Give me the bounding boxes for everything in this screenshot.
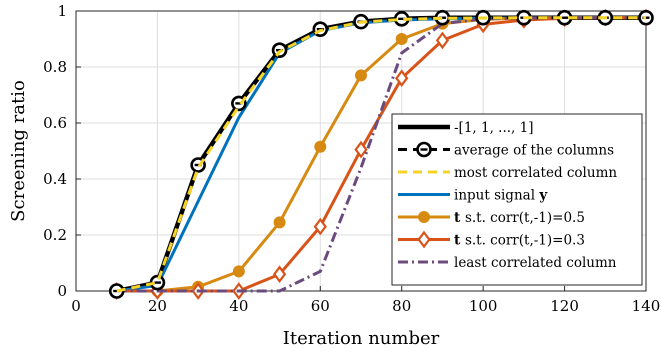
x-tick-label: 140 [632,297,661,315]
marker-diamond [435,31,450,50]
legend-entry-0: -[1, 1, ..., 1] [398,120,533,136]
y-tick-label: 0.4 [43,170,67,188]
marker-diamond [354,140,368,159]
marker-dot [273,216,286,229]
legend-label: input signal y [454,188,548,204]
y-axis-label: Screening ratio [8,80,29,222]
legend-entry-5: t s.t. corr(t,-1)=0.3 [398,230,585,249]
axis-ticks: 0 20 40 60 80 100 120 140 0 0.2 0.4 0.6 0.8 1 [43,2,660,315]
series-layer [108,8,654,300]
legend-label: average of the columns [454,143,614,159]
legend-label: t s.t. corr(t,-1)=0.5 [454,210,585,226]
legend-entry-2: most correlated column [398,165,617,181]
series-2 [116,16,646,293]
marker-diamond [417,230,431,249]
legend-box [391,113,643,286]
marker-dot [418,211,430,223]
marker-dot [355,69,367,82]
x-axis-label: Iteration number [283,328,440,349]
plot-area [75,10,647,292]
y-tick-label: 0 [57,282,67,300]
marker-diamond [313,217,327,236]
marker-dot [232,265,245,278]
x-tick-label: 60 [311,297,330,315]
marker-dot [314,140,327,153]
legend-entry-3: input signal y [398,188,548,204]
y-tick-label: 1 [57,2,67,20]
x-tick-label: 80 [392,297,411,315]
legend-label: most correlated column [454,165,617,181]
y-tick-label: 0.8 [43,58,67,76]
x-tick-label: 0 [71,297,81,315]
y-tick-label: 0.2 [43,226,67,244]
x-tick-label: 120 [550,297,579,315]
x-tick-label: 20 [148,297,167,315]
legend-label: -[1, 1, ..., 1] [454,120,533,136]
legend-entry-6: least correlated column [398,255,617,271]
marker-diamond [272,265,287,284]
y-tick-label: 0.6 [43,114,67,132]
legend-label: least correlated column [454,255,617,271]
x-tick-label: 40 [229,297,248,315]
legend-entry-4: t s.t. corr(t,-1)=0.5 [398,210,585,226]
marker-diamond [395,69,409,88]
series-line [116,16,646,293]
legend-entry-1: average of the columns [398,141,614,159]
marker-dot [395,33,408,45]
legend-label: t s.t. corr(t,-1)=0.3 [454,233,585,249]
x-tick-label: 100 [469,297,498,315]
legend: -[1, 1, ..., 1] average of the columns mos… [391,113,643,286]
